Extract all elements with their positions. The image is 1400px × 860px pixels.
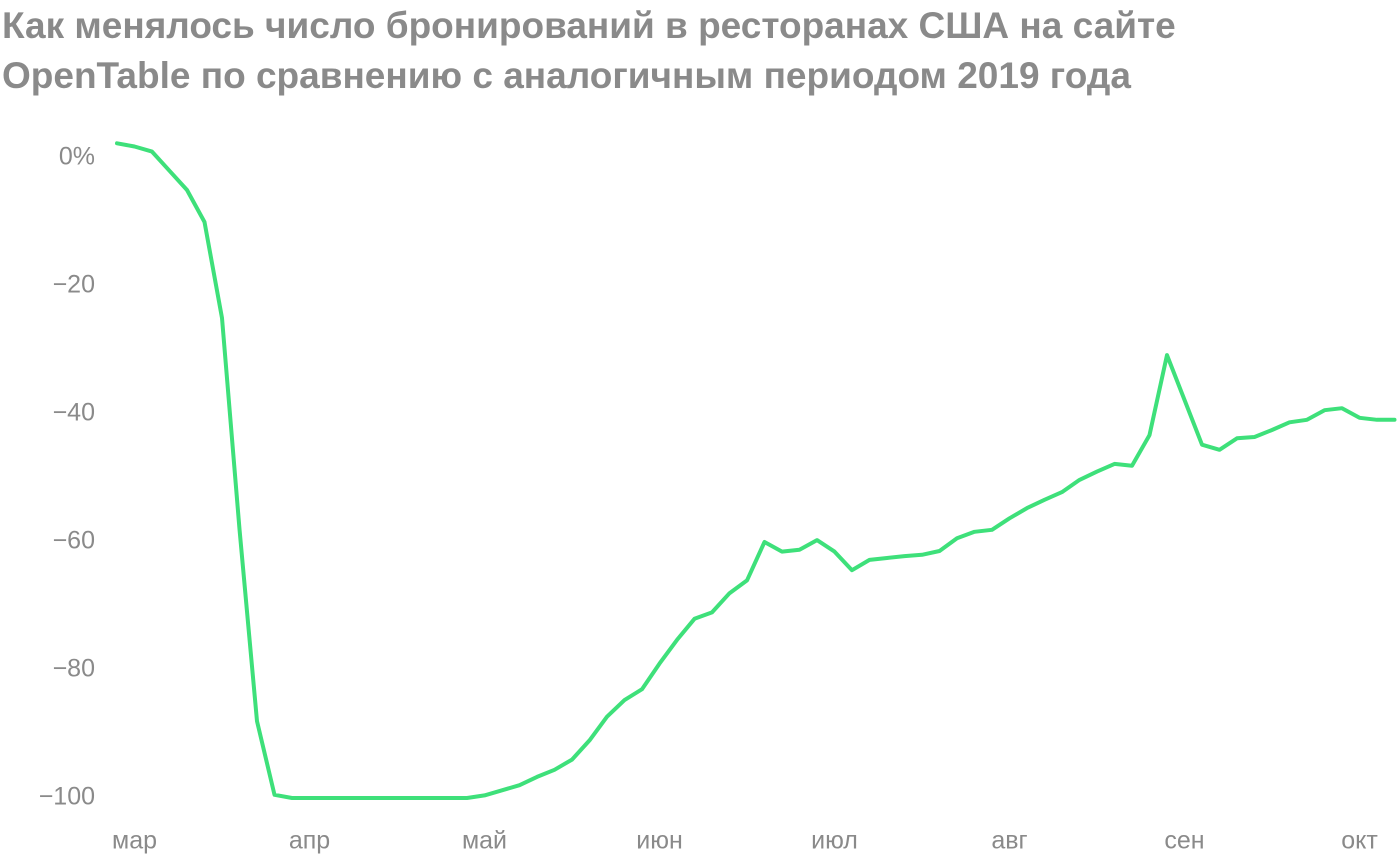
y-tick-label: −80: [53, 655, 95, 683]
x-tick-label: май: [462, 827, 507, 855]
data-line: [115, 141, 1397, 800]
chart-title: Как менялось число бронирований в рестор…: [2, 5, 1176, 46]
x-tick-label: авг: [991, 827, 1027, 855]
chart-title: OpenTable по сравнению с аналогичным пер…: [2, 55, 1131, 96]
x-tick-label: июл: [811, 827, 858, 855]
y-tick-label: −100: [39, 783, 95, 811]
y-tick-label: 0%: [59, 143, 95, 171]
y-tick-label: −60: [53, 527, 95, 555]
y-tick-label: −40: [53, 399, 95, 427]
x-tick-label: сен: [1164, 827, 1204, 855]
x-tick-label: апр: [289, 827, 330, 855]
x-tick-label: окт: [1341, 827, 1378, 855]
x-tick-label: мар: [112, 827, 157, 855]
x-tick-label: июн: [636, 827, 683, 855]
y-tick-label: −20: [53, 271, 95, 299]
